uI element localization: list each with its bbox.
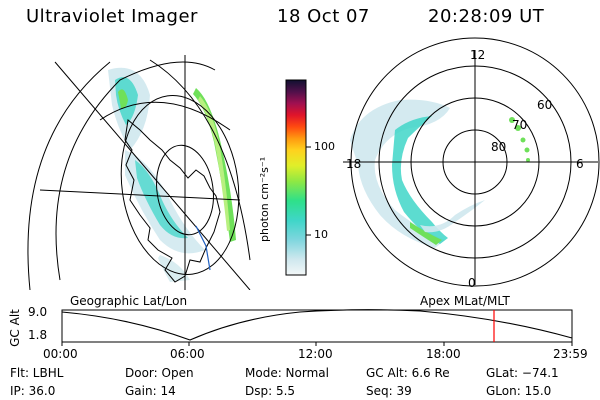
colorbar-unit-label: photon cm⁻²s⁻¹ <box>258 156 271 242</box>
time-label: 20:28:09 UT <box>428 6 545 27</box>
apex-label: Apex MLat/MLT <box>420 294 510 308</box>
mlt-label-18: 18 <box>346 157 362 171</box>
gc-alt-axis-label: GC Alt <box>7 309 22 347</box>
info-glon: GLon: 15.0 <box>486 384 552 398</box>
lat-label-80: 80 <box>491 140 507 154</box>
mlt-label-0: 0 <box>468 276 476 290</box>
auroral-oval-polar <box>350 99 530 249</box>
alt-tick-9: 9.0 <box>28 305 48 319</box>
colorbar-tick-100: 100 <box>314 140 335 153</box>
colorbar-tick-10: 10 <box>314 228 328 241</box>
colorbar <box>285 79 307 276</box>
lat-label-70: 70 <box>512 118 528 132</box>
info-mode: Mode: Normal <box>245 366 329 380</box>
time-tick-0600: 06:00 <box>170 347 205 361</box>
geographic-map <box>27 55 251 290</box>
info-gc-alt: GC Alt: 6.6 Re <box>366 366 450 380</box>
mlt-label-12: 12 <box>470 48 486 62</box>
alt-tick-1.8: 1.8 <box>28 328 48 342</box>
instrument-title: Ultraviolet Imager <box>26 6 198 27</box>
lat-label-60: 60 <box>537 98 553 112</box>
continent-outline <box>124 119 221 283</box>
time-tick-0000: 00:00 <box>43 347 78 361</box>
geographic-label: Geographic Lat/Lon <box>70 294 188 308</box>
info-flt: Flt: LBHL <box>10 366 64 380</box>
date-label: 18 Oct 07 <box>277 6 370 27</box>
info-glat: GLat: −74.1 <box>486 366 559 380</box>
altitude-plot <box>61 309 573 346</box>
auroral-oval-geographic <box>108 67 236 282</box>
info-ip: IP: 36.0 <box>10 384 56 398</box>
altitude-curve <box>61 309 573 341</box>
info-gain: Gain: 14 <box>125 384 176 398</box>
polar-plot <box>343 37 600 287</box>
info-door: Door: Open <box>125 366 194 380</box>
time-tick-2359: 23:59 <box>553 347 588 361</box>
info-seq: Seq: 39 <box>366 384 412 398</box>
time-tick-1800: 18:00 <box>426 347 461 361</box>
time-tick-1200: 12:00 <box>298 347 333 361</box>
mlt-label-6: 6 <box>576 157 584 171</box>
info-dsp: Dsp: 5.5 <box>245 384 296 398</box>
